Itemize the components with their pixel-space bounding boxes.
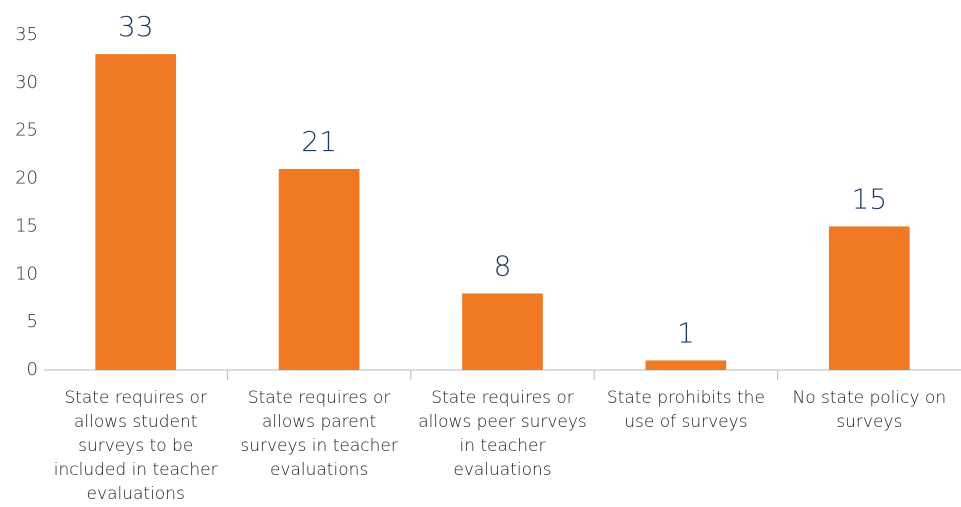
bar: [278, 169, 360, 370]
x-tick-label: State requires or allows parent surveys …: [240, 388, 398, 480]
x-tick-label: State prohibits the use of surveys: [606, 388, 765, 432]
bar: [828, 226, 910, 370]
bar: [462, 293, 543, 370]
value-label: 33: [118, 10, 154, 43]
value-label: 8: [494, 249, 512, 282]
x-tick-label: State requires or allows peer surveys in…: [418, 388, 587, 480]
y-tick-label: 15: [15, 215, 38, 236]
bar: [645, 360, 727, 370]
y-tick-label: 35: [15, 24, 38, 45]
y-tick-label: 10: [15, 263, 38, 284]
bar: [95, 54, 177, 371]
x-tick-label: No state policy on surveys: [792, 388, 947, 432]
value-label: 15: [851, 182, 887, 215]
y-tick-label: 5: [27, 311, 38, 332]
y-tick-label: 25: [15, 120, 38, 141]
y-tick-label: 20: [15, 168, 38, 189]
value-label: 21: [301, 125, 337, 158]
value-label: 1: [677, 316, 695, 349]
y-tick-label: 0: [27, 359, 38, 380]
y-tick-label: 30: [15, 72, 38, 93]
x-tick-label: State requires or allows student surveys…: [53, 388, 218, 504]
